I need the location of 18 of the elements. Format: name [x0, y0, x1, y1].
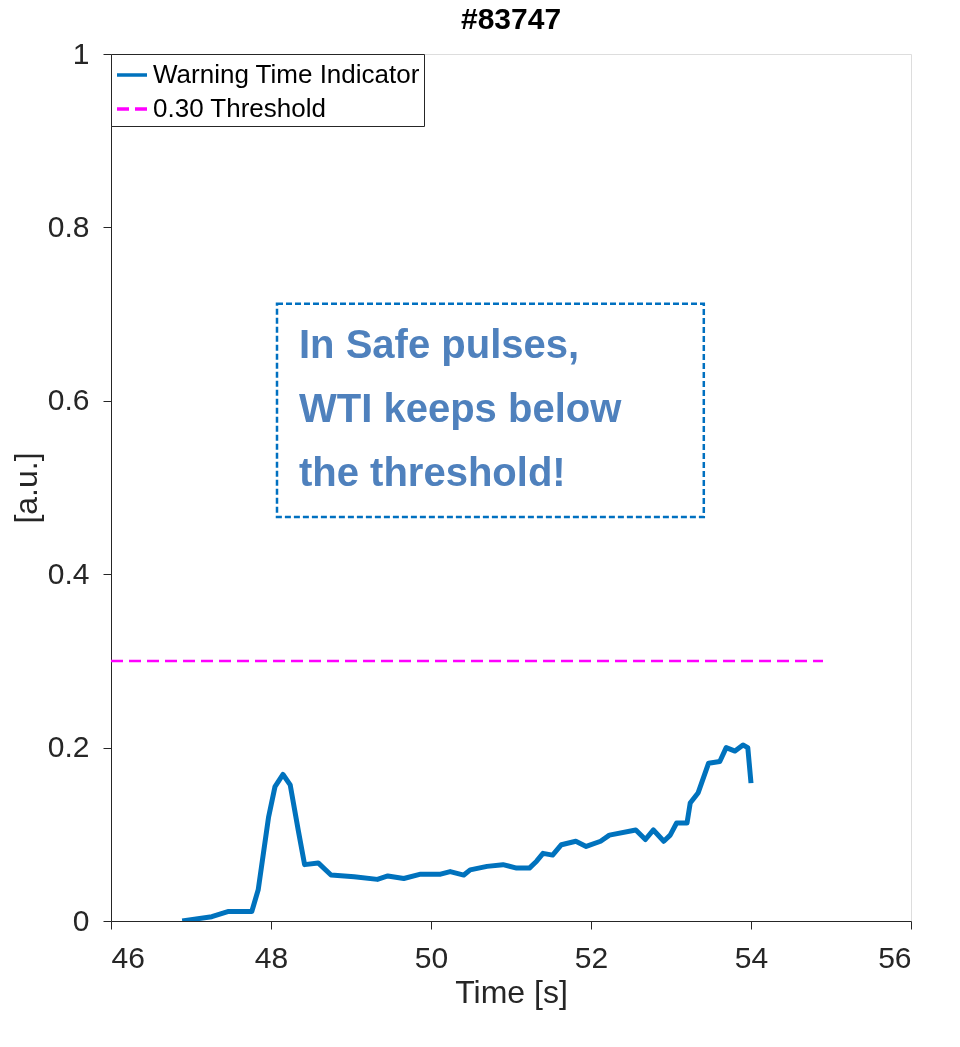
y-tick-label: 0.6 [47, 383, 90, 417]
annotation: In Safe pulses, WTI keeps below the threshold! [299, 321, 623, 494]
y-tick-label: 0.8 [47, 209, 90, 243]
chart-title: #83747 [460, 2, 562, 35]
y-axis-title: [a.u.] [7, 452, 44, 524]
x-tick-label: 52 [574, 940, 609, 974]
x-tick-label: 50 [414, 940, 449, 974]
y-tick-label: 0.2 [47, 730, 90, 764]
x-axis-title: Time [s] [455, 973, 568, 1010]
legend-label: 0.30 Threshold [153, 93, 326, 123]
x-tick-label: 48 [254, 940, 289, 974]
y-tick-label: 1 [72, 36, 90, 70]
y-tick-label: 0.4 [47, 556, 90, 590]
x-tick-label: 46 [111, 940, 145, 974]
legend-label: Warning Time Indicator [153, 59, 420, 89]
y-tick-label: 0 [72, 903, 90, 937]
x-tick-label: 56 [878, 940, 912, 974]
x-tick-label: 54 [734, 940, 769, 974]
